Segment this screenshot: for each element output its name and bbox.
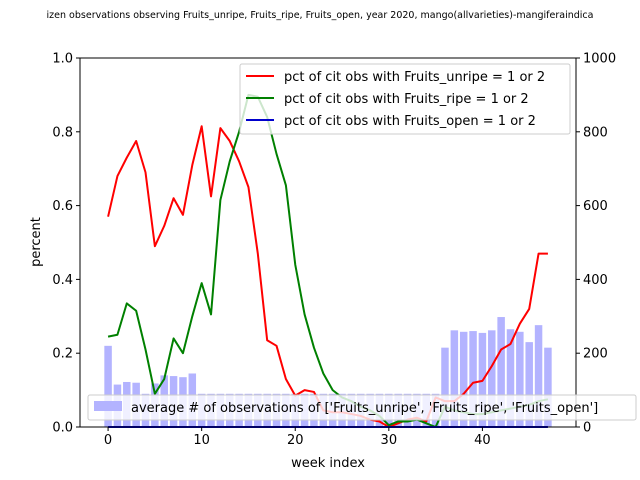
obs-bar-43 <box>506 329 515 427</box>
legend-bottom: average # of observations of ['Fruits_un… <box>87 394 637 421</box>
obs-bar-41 <box>488 330 496 427</box>
obs-bar-47 <box>544 347 552 427</box>
x-tick-label-2: 20 <box>287 433 304 448</box>
obs-bar-36 <box>441 347 449 427</box>
y-axis-label: percent <box>29 217 44 267</box>
y-tick-label-5: 1.0 <box>52 52 73 67</box>
legend-top: pct of cit obs with Fruits_unripe = 1 or… <box>239 63 571 135</box>
y2-tick-label-3: 600 <box>583 199 608 214</box>
x-tick-label-4: 40 <box>474 433 491 448</box>
x-tick-label-0: 0 <box>104 433 112 448</box>
y-tick-label-0: 0.0 <box>52 421 73 436</box>
obs-bar-37 <box>450 330 459 427</box>
plot-frame <box>79 57 577 428</box>
obs-bar-44 <box>516 331 524 427</box>
y2-tick-label-0: 0 <box>583 421 591 436</box>
x-tick-label-1: 10 <box>193 433 210 448</box>
x-axis: 0 10 20 30 40 <box>104 427 491 448</box>
y-tick-label-3: 0.6 <box>52 199 73 214</box>
obs-bar-46 <box>534 325 543 427</box>
obs-bar-39 <box>469 331 477 427</box>
y-axis-right: 0 200 400 600 800 1000 <box>576 52 616 436</box>
y2-tick-label-4: 800 <box>583 125 608 140</box>
obs-bar-0 <box>104 345 112 427</box>
legend-ripe-label: pct of cit obs with Fruits_ripe = 1 or 2 <box>284 92 529 107</box>
y2-tick-label-1: 200 <box>583 347 608 362</box>
y-axis-left: 0.0 0.2 0.4 0.6 0.8 1.0 <box>52 52 80 436</box>
obs-bar-45 <box>525 342 533 427</box>
legend-bars-label: average # of observations of ['Fruits_un… <box>131 401 598 416</box>
legend-top-box <box>239 63 571 135</box>
y-tick-label-1: 0.2 <box>52 347 73 362</box>
y2-tick-label-2: 400 <box>583 273 608 288</box>
x-axis-label: week index <box>291 456 365 471</box>
legend-unripe-label: pct of cit obs with Fruits_unripe = 1 or… <box>284 70 545 85</box>
y-tick-label-4: 0.8 <box>52 125 73 140</box>
obs-bar-42 <box>497 317 505 427</box>
legend-bars-swatch <box>94 401 122 411</box>
legend-open-label: pct of cit obs with Fruits_open = 1 or 2 <box>284 114 536 129</box>
chart-title: izen observations observing Fruits_unrip… <box>47 10 594 21</box>
y2-tick-label-5: 1000 <box>583 52 616 67</box>
obs-bar-38 <box>459 331 468 427</box>
legend-bottom-box <box>87 394 637 421</box>
x-tick-label-3: 30 <box>381 433 398 448</box>
y-tick-label-2: 0.4 <box>52 273 73 288</box>
